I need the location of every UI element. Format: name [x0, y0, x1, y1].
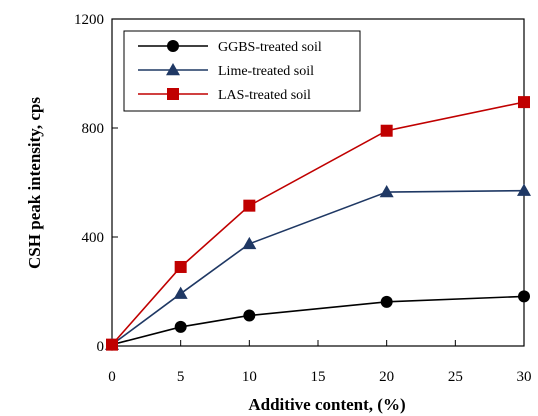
legend-box	[123, 30, 361, 112]
x-tick-label: 10	[242, 369, 257, 385]
legend-label: GGBS-treated soil	[218, 40, 322, 55]
axes: 0 5 10 15 20 25 30 0 400 800 1200	[74, 12, 532, 385]
series-square	[106, 96, 530, 351]
legend-marker-circle	[167, 40, 179, 52]
data-point-square	[174, 260, 187, 273]
x-tick-label: 0	[108, 369, 116, 385]
data-point-circle	[243, 309, 256, 322]
x-tick-label: 25	[448, 369, 463, 385]
data-point-square	[243, 199, 256, 212]
x-tick-label: 15	[311, 369, 326, 385]
data-point-circle	[174, 320, 187, 333]
x-axis-label: Additive content, (%)	[248, 395, 405, 414]
series-layer	[105, 96, 531, 351]
legend-item: LAS-treated soil	[138, 88, 311, 103]
data-point-square	[380, 124, 393, 137]
x-tick-label: 30	[517, 369, 532, 385]
data-point-circle	[518, 290, 530, 303]
y-axis-label: CSH peak intensity, cps	[25, 97, 44, 269]
legend-marker-triangle	[166, 63, 180, 76]
legend-item: Lime-treated soil	[138, 63, 314, 79]
series-triangle	[105, 183, 531, 350]
data-point-triangle	[173, 286, 188, 299]
data-point-triangle	[517, 183, 531, 196]
data-point-circle	[380, 295, 393, 308]
y-tick-label: 1200	[74, 12, 104, 28]
data-point-square	[106, 338, 118, 351]
data-point-triangle	[242, 236, 257, 250]
legend-label: LAS-treated soil	[218, 88, 311, 103]
data-point-square	[518, 96, 530, 109]
series-line	[111, 295, 525, 346]
data-point-triangle	[379, 185, 394, 198]
legend-item: GGBS-treated soil	[138, 40, 322, 55]
series-line	[111, 189, 525, 346]
legend-marker-square	[167, 88, 179, 100]
y-tick-label: 800	[82, 121, 105, 137]
x-tick-label: 20	[379, 369, 394, 385]
legend: GGBS-treated soil Lime-treated soil LAS-tr…	[123, 30, 361, 112]
y-tick-label: 400	[82, 230, 105, 246]
legend-label: Lime-treated soil	[218, 64, 314, 79]
y-tick-label: 0	[97, 339, 105, 355]
x-tick-label: 5	[177, 369, 185, 385]
